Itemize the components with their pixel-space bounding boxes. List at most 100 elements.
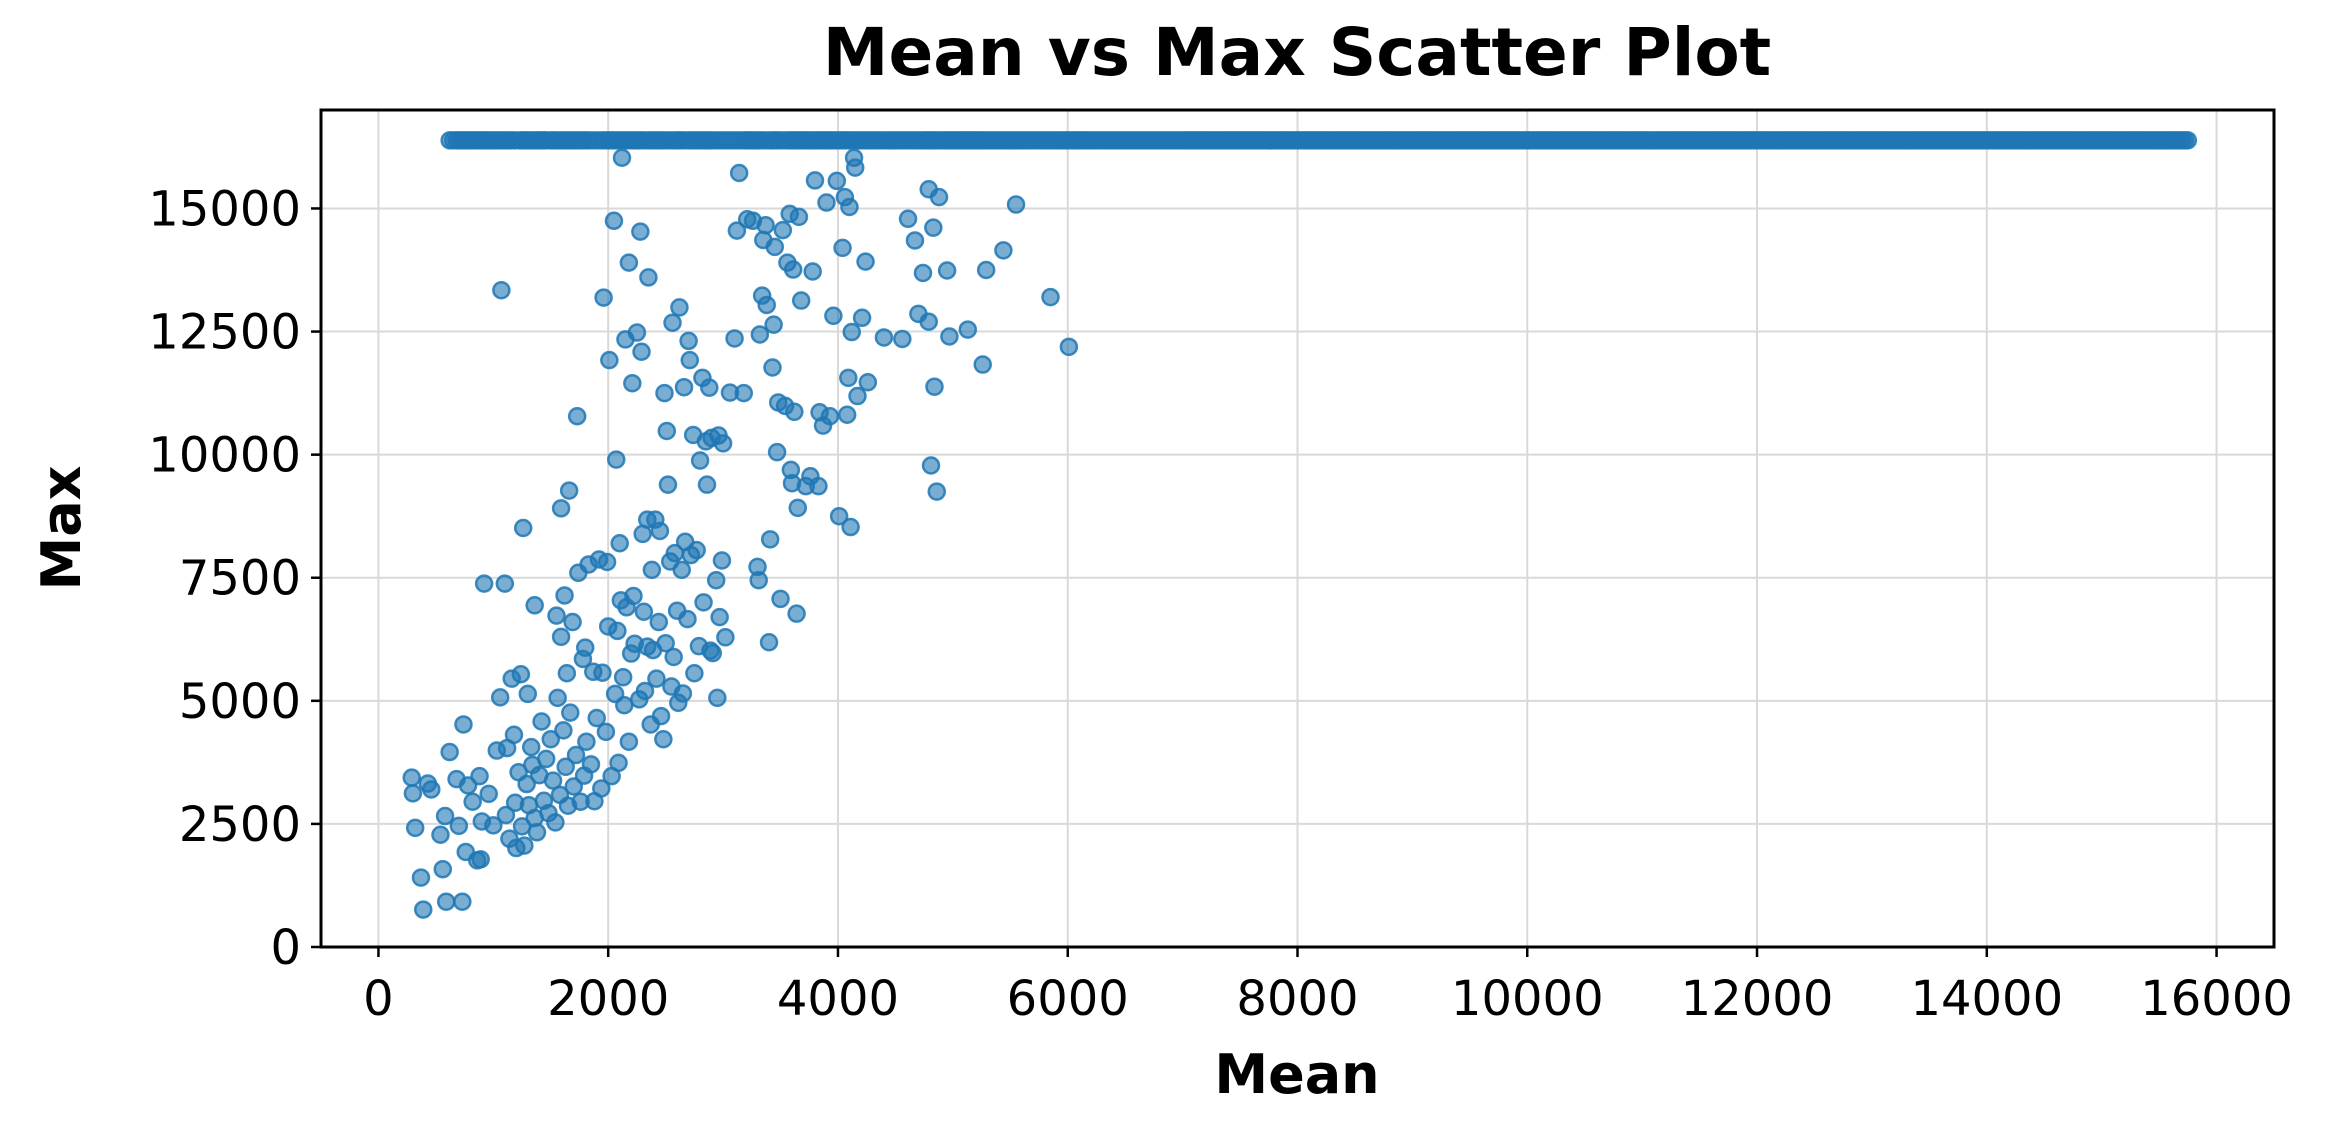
y-tick-label: 7500 (179, 551, 301, 607)
data-point (470, 766, 489, 786)
data-point (757, 295, 776, 315)
data-point (771, 589, 790, 609)
data-point (546, 813, 565, 832)
data-point (619, 732, 639, 751)
data-point (615, 696, 634, 715)
data-point (543, 771, 563, 790)
data-point (536, 749, 556, 769)
data-point (1006, 195, 1026, 214)
data-point (561, 703, 580, 722)
data-point (577, 732, 596, 751)
data-point (557, 664, 577, 683)
y-tick-label: 5000 (179, 674, 301, 730)
data-point (453, 892, 472, 911)
x-tick-label: 2000 (547, 971, 669, 1027)
data-point (594, 288, 613, 307)
data-point (627, 323, 647, 342)
data-point (760, 530, 780, 549)
data-point (809, 476, 828, 496)
data-point (791, 291, 811, 310)
data-point (712, 551, 732, 570)
data-point (563, 612, 582, 632)
data-point (613, 667, 633, 687)
data-point (566, 745, 586, 765)
data-point (921, 456, 941, 475)
x-tick-label: 16000 (2140, 971, 2293, 1027)
data-point (703, 643, 722, 663)
data-point (532, 712, 551, 731)
data-point (567, 406, 587, 426)
y-axis-label: Max (30, 465, 93, 590)
x-tick-label: 4000 (777, 971, 899, 1027)
data-point (773, 220, 793, 240)
data-point (858, 373, 878, 392)
data-point (474, 574, 494, 593)
x-tick-label: 8000 (1236, 971, 1358, 1027)
y-tick-label: 10000 (148, 428, 301, 484)
data-point (471, 850, 490, 869)
data-point (940, 327, 959, 346)
data-point (564, 777, 583, 796)
data-point (555, 586, 574, 605)
data-point (490, 688, 510, 707)
data-point (664, 647, 683, 667)
data-point (725, 329, 744, 348)
data-point (727, 221, 747, 240)
data-point (672, 560, 691, 580)
data-point (783, 260, 803, 279)
data-point (655, 383, 674, 403)
data-point (634, 602, 654, 621)
data-point (587, 708, 606, 728)
data-point (803, 262, 822, 281)
y-tick-label: 15000 (148, 181, 301, 237)
data-point (632, 342, 651, 361)
x-tick-label: 12000 (1681, 971, 1834, 1027)
data-point (440, 742, 459, 762)
data-point (405, 818, 425, 838)
data-point (575, 638, 595, 657)
data-point (656, 633, 675, 653)
data-point (852, 308, 872, 328)
data-point (759, 632, 779, 652)
data-point (639, 268, 658, 287)
data-point (593, 663, 612, 683)
data-point (604, 211, 624, 231)
y-tick-label: 2500 (179, 797, 301, 853)
data-point (827, 171, 847, 191)
data-point (929, 187, 949, 207)
data-point (431, 825, 450, 844)
data-point (518, 684, 538, 704)
data-point (839, 368, 858, 388)
data-point (678, 609, 697, 629)
data-point (2175, 131, 2195, 150)
data-point (837, 405, 857, 425)
data-point (463, 792, 482, 812)
data-point (554, 721, 573, 740)
data-point (690, 451, 710, 470)
data-point (840, 197, 859, 217)
data-point (504, 725, 524, 745)
x-axis-label: Mean (1214, 1043, 1379, 1106)
data-point (581, 755, 601, 774)
data-point (624, 586, 643, 606)
data-point (433, 859, 453, 879)
data-point (973, 355, 992, 374)
data-point (436, 892, 456, 911)
data-point (435, 806, 455, 826)
data-point (716, 628, 735, 647)
data-point (609, 753, 628, 773)
data-point (548, 688, 567, 708)
data-point (403, 784, 423, 803)
data-point (927, 482, 947, 501)
data-point (559, 481, 579, 500)
data-point (687, 540, 706, 560)
data-point (706, 570, 726, 590)
data-point (919, 312, 938, 331)
data-point (658, 475, 678, 494)
data-point (495, 574, 515, 593)
data-point (680, 350, 700, 370)
data-point (449, 816, 469, 836)
data-point (525, 596, 544, 615)
data-point (635, 681, 655, 701)
data-point (767, 442, 787, 462)
